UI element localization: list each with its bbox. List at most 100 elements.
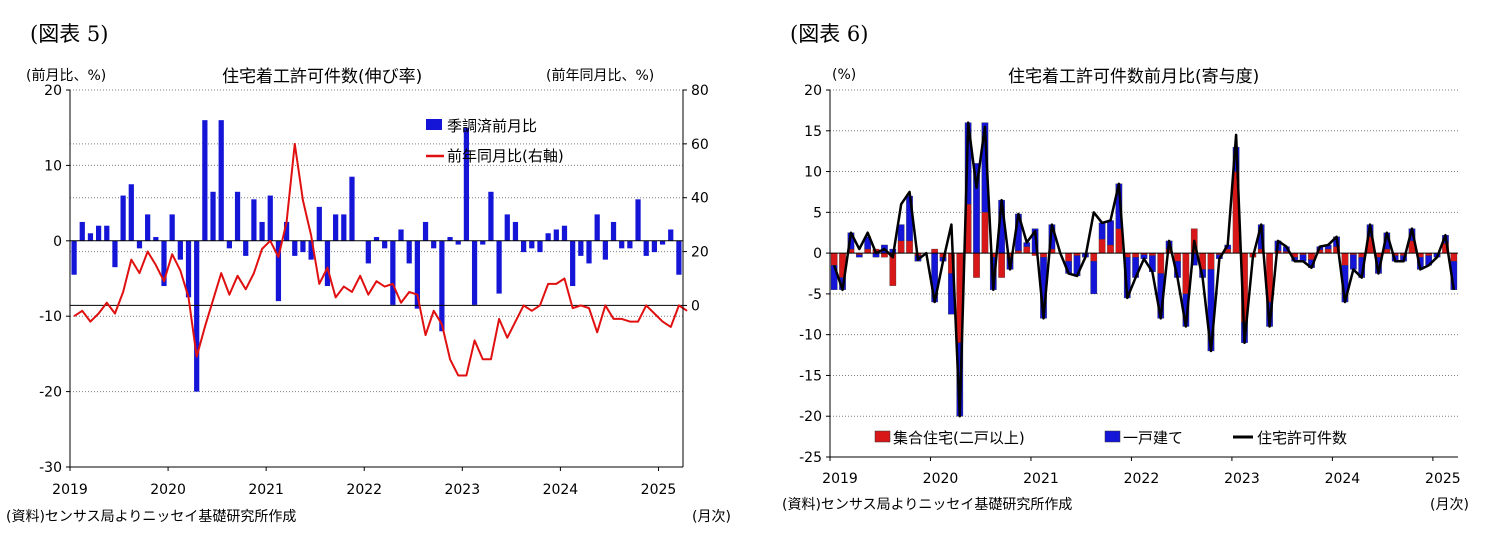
month-label-right: (月次): [1430, 497, 1469, 513]
y-tick-label: 20: [804, 83, 822, 99]
y-tick-label-right: 0: [691, 298, 700, 314]
x-tick-label: 2024: [1325, 471, 1361, 487]
bar-mom: [226, 240, 232, 249]
bar-multi-family: [1341, 252, 1349, 266]
legend-swatch-bar: [426, 119, 442, 130]
bar-mom: [455, 240, 461, 245]
x-tick-label: 2023: [1224, 471, 1260, 487]
x-tick-label: 2023: [444, 482, 480, 498]
legend-label-line: 前年同月比(右軸): [447, 147, 564, 165]
x-tick-label: 2020: [150, 482, 186, 498]
y-tick-label-left: -20: [39, 385, 62, 401]
bar-mom: [275, 240, 282, 302]
bar-multi-family: [1090, 252, 1098, 262]
unit-left: (前月比、%): [26, 68, 107, 84]
bar-mom: [87, 233, 94, 241]
x-tick-label: 2019: [52, 482, 88, 498]
y-tick-label: 0: [813, 246, 822, 262]
bar-mom: [521, 240, 527, 253]
line-yoy: [73, 142, 688, 377]
bar-mom: [324, 240, 331, 287]
bar-mom: [104, 225, 110, 241]
bar-multi-family: [1132, 252, 1139, 258]
bar-mom: [95, 225, 102, 241]
bar-mom: [545, 233, 551, 241]
bar-mom: [71, 240, 77, 275]
bar-mom: [594, 214, 600, 241]
legend-swatch-single-family: [1104, 430, 1121, 443]
bar-mom: [537, 240, 543, 253]
bar-mom: [194, 240, 200, 392]
bar-mom: [619, 240, 625, 249]
bar-mom: [480, 240, 486, 245]
bar-mom: [365, 240, 371, 264]
bar-mom: [161, 240, 167, 287]
bar-mom: [553, 229, 559, 241]
bar-multi-family: [981, 212, 989, 254]
bar-mom: [169, 214, 175, 241]
bar-mom: [202, 120, 208, 241]
unit-right: (前年同月比、%): [546, 68, 655, 84]
bar-single-family: [1107, 220, 1114, 246]
bar-multi-family: [1174, 252, 1181, 262]
bar-multi-family: [1107, 244, 1114, 254]
y-tick-label-right: 20: [691, 245, 709, 261]
left-axes: -30 -20 -10 0 10 20 0 20 40 60 80 2019 2020 2021 2022 2…: [39, 83, 709, 498]
x-tick-label: 2022: [346, 482, 382, 498]
legend-label-multi-family: 集合住宅(二戸以上): [893, 429, 1025, 447]
line-total: [833, 121, 1456, 418]
bar-mom: [390, 240, 396, 305]
bar-mom: [373, 237, 380, 241]
bar-multi-family: [1040, 252, 1047, 258]
right-legend: 集合住宅(二戸以上) 一戸建て 住宅許可件数: [874, 429, 1347, 447]
figure-label-6: (図表 6): [790, 22, 869, 46]
bar-mom: [463, 127, 470, 241]
y-tick-label-left: -30: [39, 460, 62, 476]
left-bars: [70, 120, 683, 392]
bar-single-family: [1090, 261, 1098, 295]
bar-mom: [185, 240, 192, 298]
bar-mom: [471, 240, 478, 305]
bar-mom: [512, 221, 519, 241]
bar-mom: [333, 214, 339, 241]
bar-mom: [177, 240, 183, 260]
bar-single-family: [1350, 254, 1357, 270]
bar-mom: [267, 195, 273, 241]
y-tick-label-right: 80: [691, 83, 709, 99]
bar-mom: [259, 221, 265, 241]
legend-label-bar: 季調済前月比: [447, 117, 537, 135]
y-tick-label-right: 60: [691, 137, 709, 153]
legend-label-single-family: 一戸建て: [1123, 429, 1183, 447]
y-tick-label-left: -10: [39, 309, 62, 325]
bar-multi-family: [973, 252, 980, 278]
bar-multi-family: [1324, 248, 1332, 254]
bar-mom: [488, 191, 494, 241]
bar-multi-family: [1023, 246, 1031, 254]
x-tick-label: 2025: [641, 482, 677, 498]
bar-mom: [120, 195, 126, 241]
source-right: (資料)センサス局よりニッセイ基礎研究所作成: [782, 497, 1073, 513]
y-tick-label-right: 40: [691, 191, 709, 207]
left-chart: -30 -20 -10 0 10 20 0 20 40 60 80 2019 2020 2021 2022 2…: [39, 83, 709, 498]
y-tick-label: -10: [799, 328, 822, 344]
x-tick-label: 2020: [923, 471, 959, 487]
right-chart: -25 -20 -15 -10 -5 0 5 10 15 20 2019 2020 2021 2022 20…: [799, 83, 1461, 487]
bar-mom: [578, 240, 584, 256]
bar-multi-family: [864, 248, 872, 254]
bar-mom: [496, 240, 502, 294]
bar-mom: [602, 240, 608, 260]
legend-swatch-multi-family: [874, 430, 891, 443]
x-tick-label: 2019: [822, 471, 858, 487]
y-tick-label: 5: [813, 205, 822, 221]
bar-single-family: [897, 224, 905, 242]
chart-title-right: 住宅着工許可件数前月比(寄与度): [1008, 67, 1260, 87]
bar-multi-family: [1182, 252, 1190, 295]
bar-mom: [210, 191, 216, 241]
bar-multi-family: [998, 252, 1005, 278]
x-tick-label: 2024: [543, 482, 579, 498]
legend-label-total: 住宅許可件数: [1257, 429, 1347, 447]
bar-multi-family: [830, 252, 838, 266]
bar-mom: [283, 221, 290, 241]
bar-mom: [676, 240, 682, 275]
y-tick-label: 15: [804, 124, 822, 140]
